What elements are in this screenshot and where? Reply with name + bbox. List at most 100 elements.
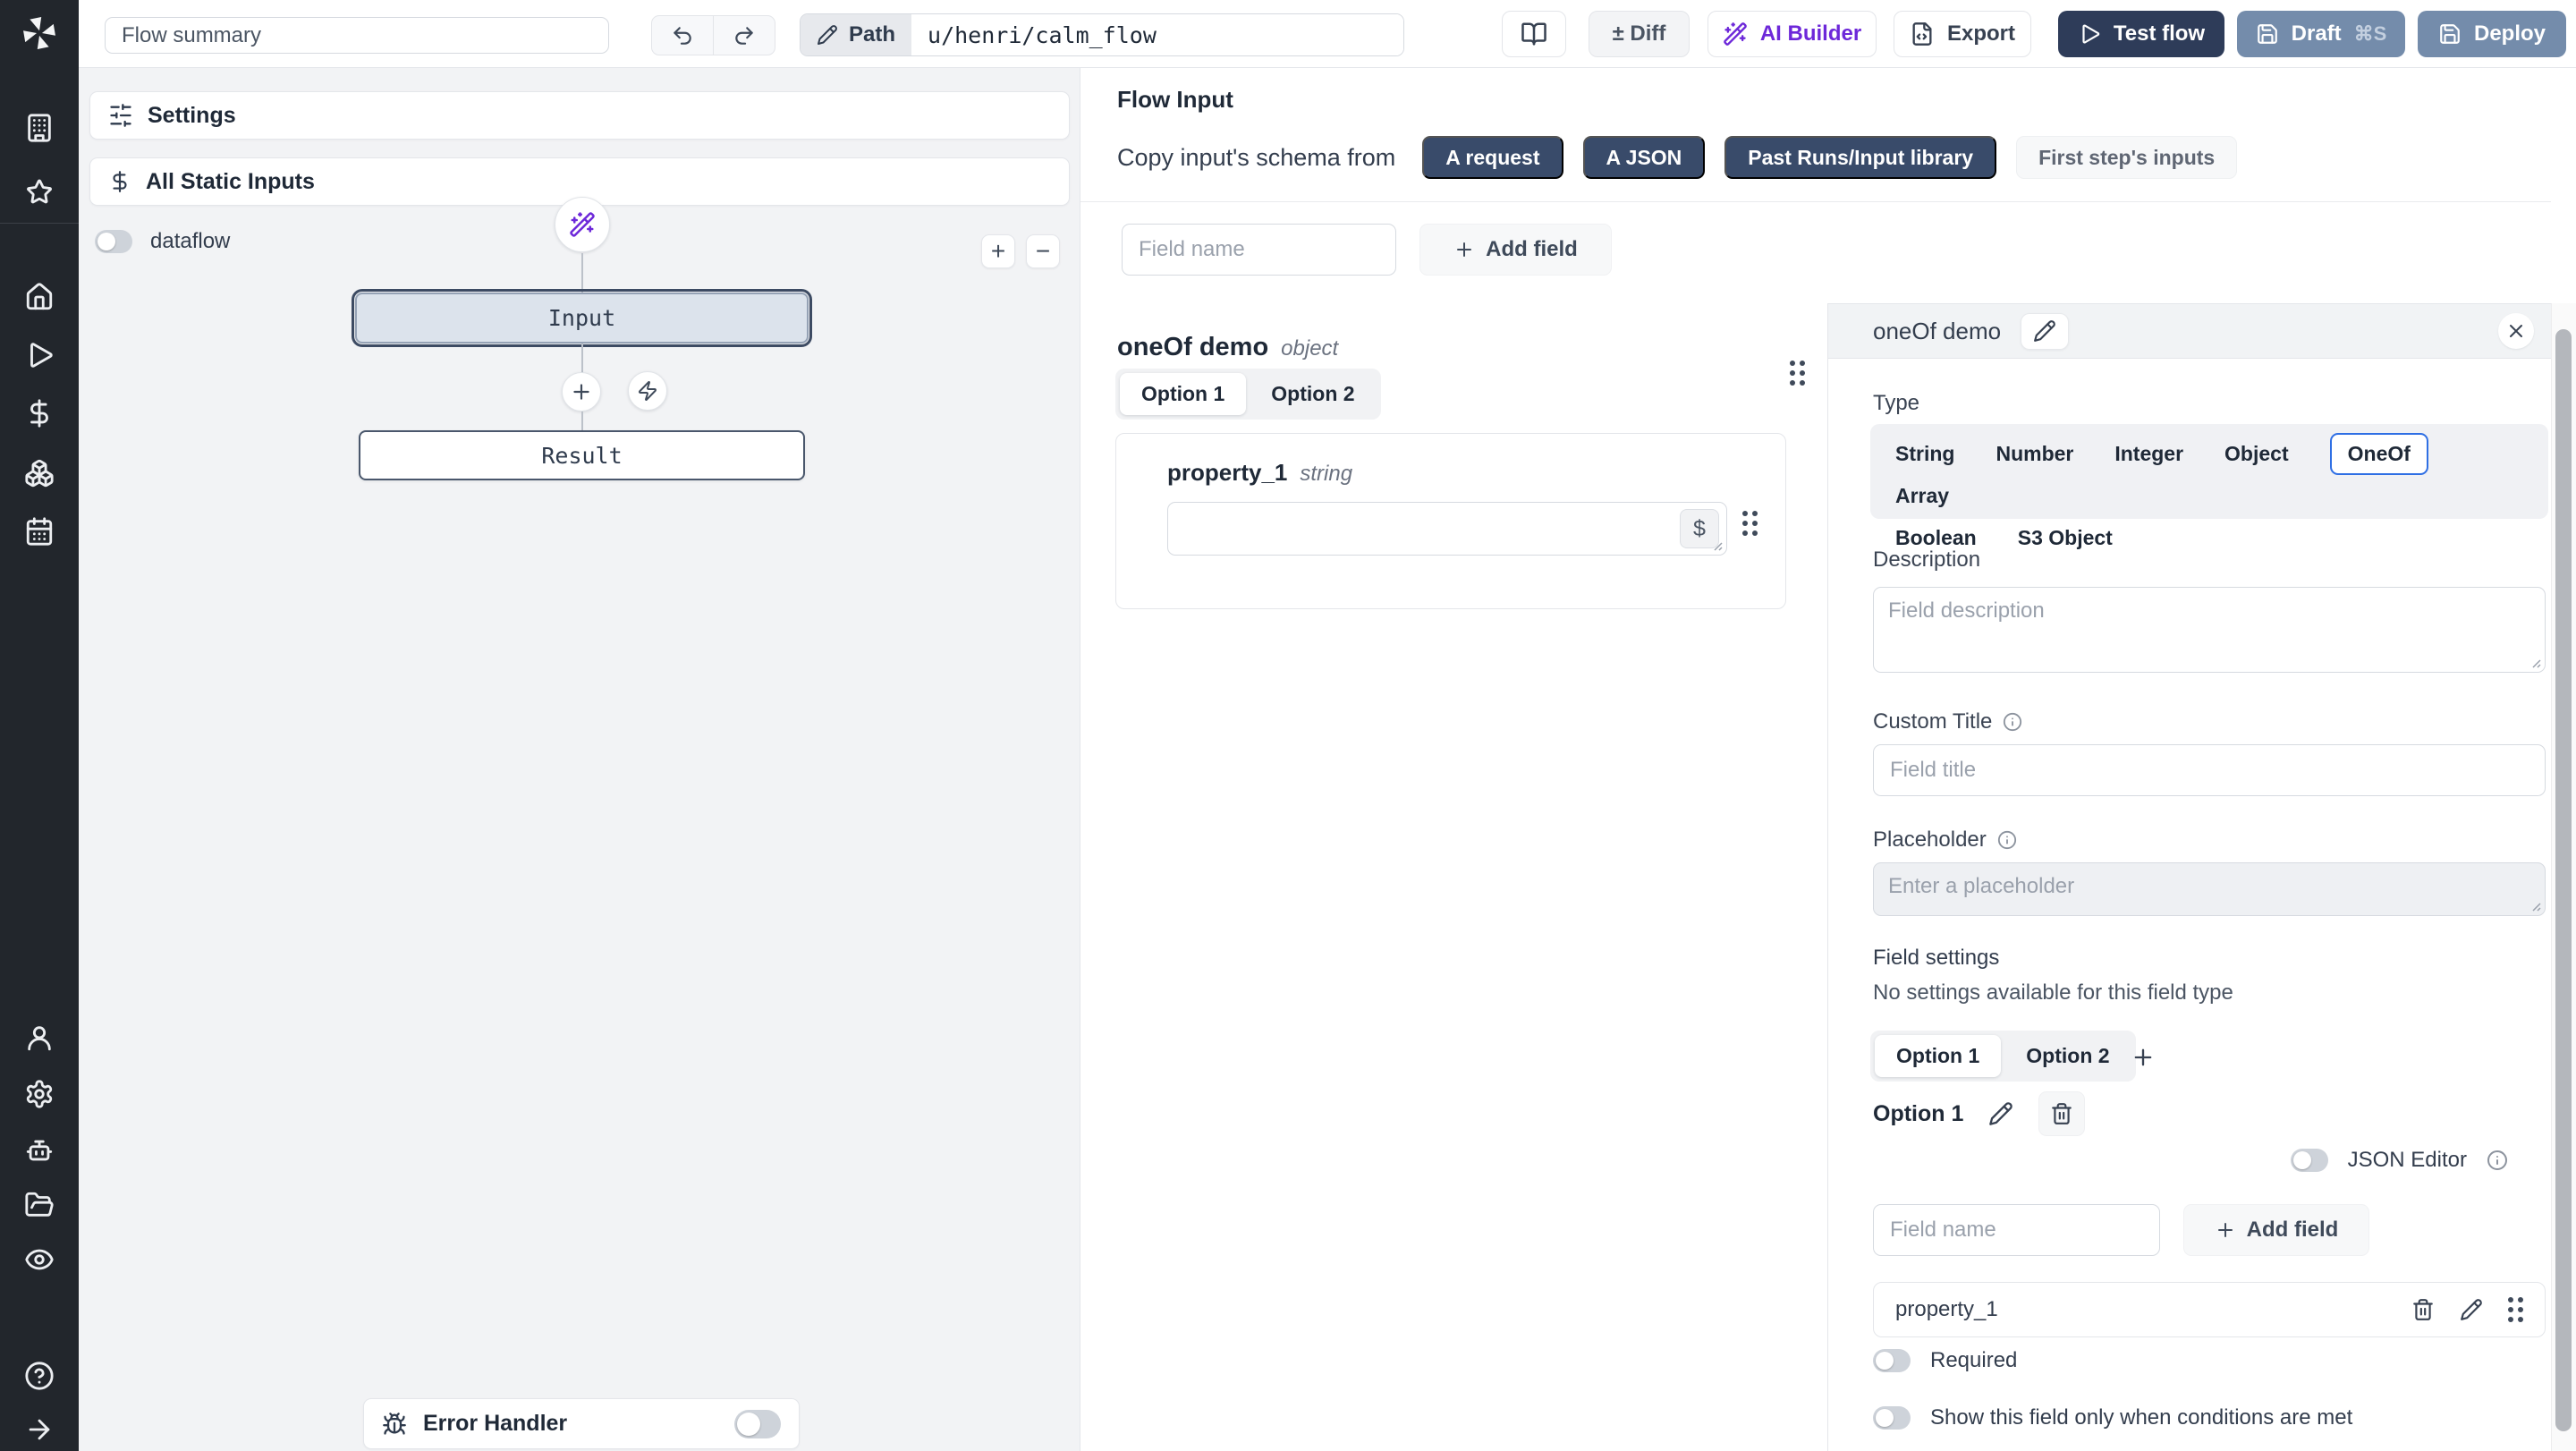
add-step-button[interactable] bbox=[562, 372, 601, 412]
property-drag-handle[interactable] bbox=[1742, 511, 1758, 536]
flow-canvas-panel: Settings All Static Inputs dataflow + − … bbox=[79, 68, 1080, 1451]
flow-settings-button[interactable]: Settings bbox=[89, 91, 1070, 140]
resize-handle-icon[interactable] bbox=[2528, 898, 2542, 912]
schema-from-past-runs-button[interactable]: Past Runs/Input library bbox=[1724, 136, 1997, 179]
save-icon bbox=[2438, 22, 2462, 46]
docs-book-button[interactable] bbox=[1502, 11, 1566, 57]
option-field-name-input[interactable] bbox=[1873, 1204, 2160, 1256]
property-value-input[interactable]: $ bbox=[1167, 502, 1727, 556]
required-toggle[interactable] bbox=[1873, 1349, 1911, 1372]
flow-summary-input[interactable] bbox=[105, 17, 609, 54]
type-option-number[interactable]: Number bbox=[1996, 442, 2074, 465]
placeholder-textarea[interactable] bbox=[1873, 862, 2546, 916]
error-handler-card[interactable]: Error Handler bbox=[363, 1398, 800, 1449]
delete-property-icon[interactable] bbox=[2411, 1298, 2435, 1321]
path-label[interactable]: Path bbox=[801, 14, 912, 55]
scrollbar-thumb[interactable] bbox=[2555, 329, 2572, 1431]
add-option-button[interactable] bbox=[2123, 1039, 2163, 1075]
type-option-object[interactable]: Object bbox=[2224, 442, 2289, 465]
no-settings-text: No settings available for this field typ… bbox=[1873, 980, 2233, 1005]
workspace-building-icon[interactable] bbox=[24, 113, 55, 143]
zoom-in-button[interactable]: + bbox=[981, 234, 1015, 268]
property-name: property_1 bbox=[1167, 459, 1288, 486]
field-name-input[interactable] bbox=[1122, 224, 1396, 276]
copy-schema-label: Copy input's schema from bbox=[1117, 143, 1396, 171]
zoom-out-button[interactable]: − bbox=[1026, 234, 1060, 268]
topbar: Path ± Diff AI Builder Export Test f bbox=[79, 0, 2576, 68]
input-node[interactable]: Input bbox=[352, 289, 812, 347]
property-row-name: property_1 bbox=[1895, 1297, 1998, 1321]
resize-handle-icon[interactable] bbox=[1709, 538, 1724, 552]
edit-name-button[interactable] bbox=[2021, 312, 2070, 350]
path-input[interactable] bbox=[911, 14, 1403, 55]
folders-icon[interactable] bbox=[24, 1190, 55, 1220]
trigger-zap-button[interactable] bbox=[628, 371, 667, 411]
option-heading-row: Option 1 bbox=[1873, 1091, 2086, 1136]
delete-option-button[interactable] bbox=[2038, 1091, 2086, 1136]
type-option-array[interactable]: Array bbox=[1895, 484, 1950, 507]
ai-builder-button[interactable]: AI Builder bbox=[1707, 11, 1877, 57]
deploy-button[interactable]: Deploy bbox=[2418, 11, 2566, 57]
description-textarea[interactable] bbox=[1873, 587, 2546, 673]
wand-sparkles-icon bbox=[1723, 21, 1748, 47]
schedules-calendar-icon[interactable] bbox=[24, 516, 55, 547]
diff-button[interactable]: ± Diff bbox=[1589, 11, 1690, 57]
required-row: Required bbox=[1873, 1348, 2017, 1373]
schema-from-first-step-button[interactable]: First step's inputs bbox=[2016, 136, 2238, 179]
windmill-logo-icon[interactable] bbox=[20, 13, 59, 53]
close-icon[interactable] bbox=[2498, 313, 2534, 349]
result-node[interactable]: Result bbox=[359, 430, 805, 480]
variables-dollar-icon[interactable] bbox=[24, 398, 55, 429]
sliders-icon bbox=[108, 103, 133, 128]
conditions-toggle[interactable] bbox=[1873, 1406, 1911, 1430]
schema-from-json-button[interactable]: A JSON bbox=[1582, 136, 1706, 179]
dataflow-toggle[interactable] bbox=[95, 230, 132, 253]
option-heading: Option 1 bbox=[1873, 1100, 1964, 1126]
property-row-drag-handle[interactable] bbox=[2508, 1297, 2523, 1322]
add-field-button[interactable]: Add field bbox=[1419, 224, 1612, 276]
edge-input-plus bbox=[581, 344, 583, 373]
variable-picker-button[interactable]: $ bbox=[1680, 509, 1719, 548]
panel-scrollbar[interactable] bbox=[2551, 303, 2576, 1451]
help-icon[interactable] bbox=[24, 1361, 55, 1391]
draft-button[interactable]: Draft ⌘S bbox=[2237, 11, 2405, 57]
resources-cubes-icon[interactable] bbox=[24, 458, 55, 488]
expand-arrow-icon[interactable] bbox=[24, 1414, 55, 1445]
edit-option-pencil-icon[interactable] bbox=[1988, 1101, 2013, 1126]
type-option-string[interactable]: String bbox=[1895, 442, 1955, 465]
json-editor-toggle[interactable] bbox=[2290, 1149, 2328, 1172]
ai-flow-wand-button[interactable] bbox=[555, 197, 610, 252]
placeholder-label: Placeholder bbox=[1873, 827, 2017, 853]
tab-option-1[interactable]: Option 1 bbox=[1120, 373, 1247, 415]
tab-option-2[interactable]: Option 2 bbox=[1271, 382, 1355, 405]
settings-gear-icon[interactable] bbox=[24, 1079, 55, 1109]
tab-option-2[interactable]: Option 2 bbox=[2026, 1044, 2110, 1067]
plus-icon bbox=[2215, 1219, 2236, 1241]
home-icon[interactable] bbox=[24, 282, 55, 312]
edit-property-pencil-icon[interactable] bbox=[2460, 1298, 2483, 1321]
schema-from-request-button[interactable]: A request bbox=[1422, 136, 1563, 179]
undo-button[interactable] bbox=[652, 16, 713, 55]
redo-button[interactable] bbox=[713, 16, 775, 55]
type-option-oneof[interactable]: OneOf bbox=[2329, 433, 2428, 475]
info-icon bbox=[2487, 1150, 2508, 1171]
test-flow-button[interactable]: Test flow bbox=[2058, 11, 2224, 57]
audit-eye-icon[interactable] bbox=[24, 1244, 55, 1275]
type-option-integer[interactable]: Integer bbox=[2114, 442, 2184, 465]
property-type: string bbox=[1300, 462, 1353, 486]
custom-title-input[interactable] bbox=[1873, 744, 2546, 796]
export-button[interactable]: Export bbox=[1894, 11, 2031, 57]
error-handler-toggle[interactable] bbox=[734, 1409, 781, 1438]
resize-handle-icon[interactable] bbox=[2528, 655, 2542, 669]
json-editor-row: JSON Editor bbox=[2290, 1148, 2508, 1173]
runs-play-icon[interactable] bbox=[24, 340, 55, 370]
workers-robot-icon[interactable] bbox=[24, 1135, 55, 1166]
user-icon[interactable] bbox=[24, 1022, 55, 1053]
schema-root-drag-handle[interactable] bbox=[1790, 361, 1805, 386]
option-add-field-button[interactable]: Add field bbox=[2183, 1204, 2369, 1256]
favorites-star-icon[interactable] bbox=[24, 177, 55, 208]
tab-option-1[interactable]: Option 1 bbox=[1875, 1035, 2002, 1077]
type-option-boolean[interactable]: Boolean bbox=[1895, 526, 1977, 549]
property-row[interactable]: property_1 bbox=[1873, 1282, 2546, 1337]
type-option-s3object[interactable]: S3 Object bbox=[2017, 526, 2113, 549]
